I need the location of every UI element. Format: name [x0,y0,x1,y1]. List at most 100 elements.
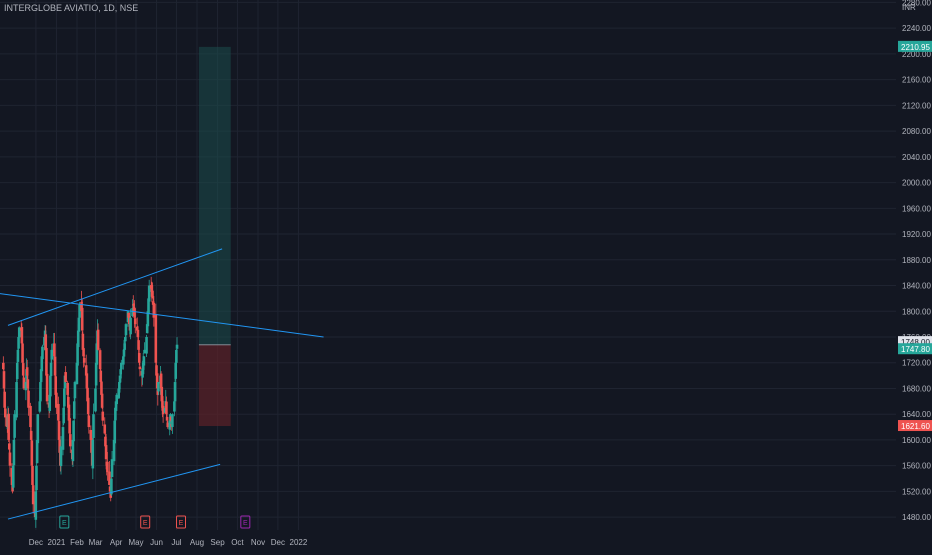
candle-body [7,443,11,450]
candle-body [49,362,53,377]
candle-body [58,439,61,453]
candle-body [142,356,146,366]
currency-label: INR [902,3,916,12]
y-tick-label: 1960.00 [902,204,931,213]
candle-body [119,369,122,375]
candle-body [72,401,76,419]
candle-body [168,420,172,430]
candle-body [38,401,42,412]
x-tick-label: Dec [271,538,285,547]
candle-body [146,311,150,327]
lower-channel-line [7,463,221,520]
candle-body [54,376,58,395]
candle-body [22,377,26,389]
candle-body [118,382,121,390]
candle-body [85,373,89,389]
y-tick-label: 2200.00 [902,50,931,59]
price-axis[interactable]: 1480.00 1520.00 1560.00 1600.00 1640.00 1680.… [902,0,931,522]
candle-body [99,370,103,383]
candle-body [137,340,140,350]
candle-body [68,418,71,434]
x-tick-label: Dec [29,538,43,547]
candle-body [108,486,112,492]
candle-body [123,343,126,350]
price-tag-bg [898,343,932,355]
candle-body [50,349,54,360]
loss-zone [198,344,231,427]
candle-body [45,348,48,376]
candle-body [169,416,173,421]
candle-body [13,414,16,438]
candle-body [20,327,24,344]
candle-body [175,344,179,349]
candle-body [57,403,60,421]
candle-body [104,436,107,447]
earnings-marker: E [240,515,251,529]
candle-body [45,373,49,402]
candle-body [8,452,12,466]
earnings-marker: E [140,515,151,529]
candle-body [154,314,158,363]
price-tag-label: 2210.95 [901,43,930,52]
candle-body [106,461,109,473]
candlestick-series [2,276,179,528]
y-tick-label: 1640.00 [902,410,931,419]
candle-body [41,346,44,360]
candle-body [141,369,144,378]
y-tick-label: 1680.00 [902,384,931,393]
candle-body [10,468,14,485]
candle-body [77,317,81,332]
candle-body [24,382,28,391]
candle-body [129,317,132,335]
y-tick-label: 2240.00 [902,24,931,33]
candle-body [143,349,146,354]
candle-body [135,326,139,331]
candle-body [171,414,174,427]
candle-body [115,394,118,405]
candle-body [147,298,150,315]
time-axis[interactable]: Dec 2021 Feb Mar Apr May Jun Jul Aug Sep Oct Nov Dec… [29,538,308,547]
candle-body [4,408,7,418]
candle-body [92,414,95,438]
trendlines[interactable] [0,248,324,520]
candle-body [36,414,40,444]
candle-body [7,413,10,440]
candle-body [104,445,108,460]
upper-channel-line [7,248,223,326]
y-tick-label: 2000.00 [902,179,931,188]
x-tick-label: May [128,538,143,547]
candle-body [25,367,29,376]
candle-body [62,407,65,424]
candle-body [122,349,126,357]
candle-body [100,393,104,408]
long-position-tool[interactable] [198,46,231,427]
candle-body [57,421,61,440]
earnings-marker: E [176,515,187,529]
candle-body [133,318,137,325]
y-tick-label: 2040.00 [902,153,931,162]
descending-line-line [0,293,324,338]
candle-body [64,372,67,383]
candle-body [82,348,85,357]
y-tick-label: 1720.00 [902,359,931,368]
y-tick-label: 2080.00 [902,127,931,136]
x-tick-label: Oct [231,538,244,547]
candle-body [127,315,131,325]
candle-body [71,439,75,462]
y-tick-label: 2280.00 [902,0,931,7]
candle-body [3,391,6,408]
price-tag-bg [898,336,932,348]
candle-body [141,362,145,370]
y-tick-label: 1840.00 [902,282,931,291]
candle-body [53,356,57,376]
candle-body [163,407,167,413]
y-tick-label: 1880.00 [902,256,931,265]
x-tick-label: Nov [251,538,265,547]
candle-body [16,349,20,362]
candle-body [39,382,42,402]
candle-body [137,353,141,363]
candle-body [86,397,90,415]
